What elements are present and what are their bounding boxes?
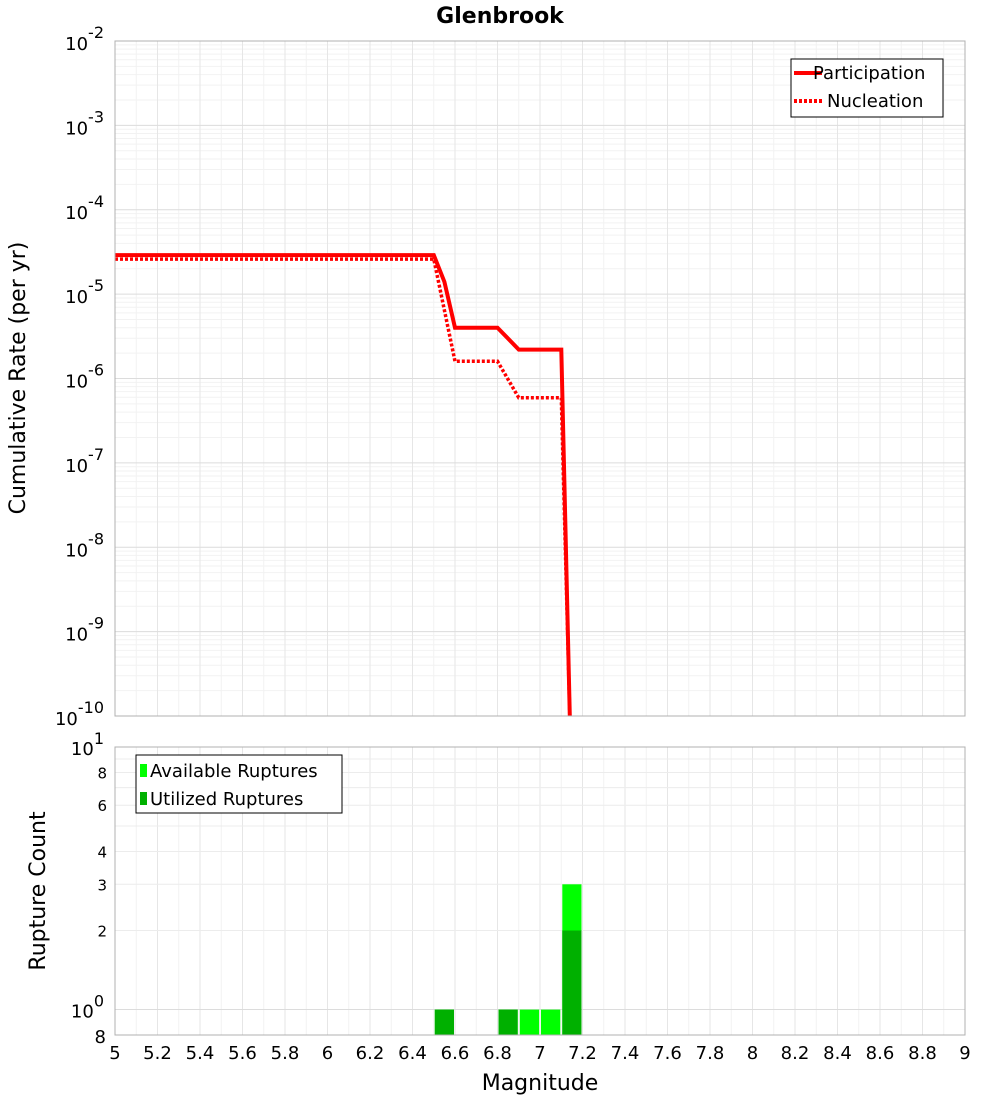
series-line-nucleation — [115, 257, 572, 717]
x-tick-label: 6.6 — [441, 1043, 470, 1064]
top-y-tick-label: 10-9 — [65, 614, 104, 646]
x-tick-label: 8 — [747, 1043, 758, 1064]
x-tick-label: 5.6 — [228, 1043, 257, 1064]
x-tick-label: 7.4 — [611, 1043, 640, 1064]
bottom-y-tick-label: 6 — [97, 797, 107, 815]
top-y-tick-label: 10-4 — [65, 192, 104, 224]
top-plot-frame — [114, 40, 966, 717]
x-tick-label: 7 — [534, 1043, 545, 1064]
top-grid — [114, 40, 966, 717]
x-tick-label: 6.8 — [483, 1043, 512, 1064]
x-tick-label: 7.6 — [653, 1043, 682, 1064]
x-tick-labels: 5 5.2 5.4 5.6 5.8 6 6.2 6.4 6.6 6.8 7 7.2 7.4 7.6 7.8 8… — [109, 1043, 970, 1064]
bottom-bars — [434, 884, 582, 1035]
bottom-y-tick-label: 4 — [97, 843, 107, 861]
x-tick-label: 5.8 — [271, 1043, 300, 1064]
x-tick-label: 6.4 — [398, 1043, 427, 1064]
bottom-y-tick-labels: 8 2 3 4 6 8 100 101 — [71, 729, 107, 1048]
cumulative-rate-panel: 10-10 10-9 10-8 10-7 10-6 10-5 10-4 10-3 10-2 Cu… — [6, 23, 966, 730]
x-tick-label: 9 — [959, 1043, 970, 1064]
x-tick-label: 7.2 — [568, 1043, 597, 1064]
x-tick-label: 6.2 — [356, 1043, 385, 1064]
legend-label-utilized-ruptures: Utilized Ruptures — [150, 789, 303, 810]
x-tick-label: 8.6 — [866, 1043, 895, 1064]
top-y-tick-label: 10-10 — [55, 698, 104, 730]
x-tick-label: 5 — [109, 1043, 120, 1064]
bar-utilized-ruptures — [498, 1009, 518, 1035]
bottom-y-tick-label: 8 — [97, 764, 107, 782]
x-tick-label: 5.4 — [186, 1043, 215, 1064]
bottom-y-power-tick-label: 100 — [71, 992, 104, 1023]
top-y-tick-label: 10-6 — [65, 361, 104, 393]
series-line-participation — [115, 253, 572, 717]
top-y-tick-label: 10-7 — [65, 445, 104, 477]
top-y-axis-label: Cumulative Rate (per yr) — [6, 242, 31, 515]
legend-label-available-ruptures: Available Ruptures — [150, 761, 318, 782]
x-tick-label: 6 — [322, 1043, 333, 1064]
x-tick-label: 7.8 — [696, 1043, 725, 1064]
top-y-tick-label: 10-8 — [65, 529, 104, 561]
legend-swatch-utilized-ruptures — [140, 792, 147, 805]
top-y-tick-label: 10-3 — [65, 107, 104, 139]
x-tick-label: 8.2 — [781, 1043, 810, 1064]
top-y-tick-labels: 10-10 10-9 10-8 10-7 10-6 10-5 10-4 10-3 10-2 — [55, 23, 104, 730]
top-y-tick-label: 10-5 — [65, 276, 104, 308]
top-legend-box — [790, 58, 944, 118]
legend-label-nucleation: Nucleation — [827, 91, 923, 112]
rupture-count-panel: 8 2 3 4 6 8 100 101 5 5.2 5.4 5.6 5.8 6 6.2 6.4 6.6 6.8 7… — [26, 729, 971, 1096]
bottom-legend: Available Ruptures Utilized Ruptures — [135, 754, 343, 814]
x-tick-label: 8.4 — [823, 1043, 852, 1064]
bottom-y-tick-label: 8 — [95, 1027, 106, 1048]
top-y-tick-label: 10-2 — [65, 23, 104, 55]
bottom-y-tick-label: 3 — [97, 876, 107, 894]
top-legend: Participation Nucleation — [790, 58, 944, 118]
bottom-y-power-tick-label: 101 — [71, 729, 104, 760]
bottom-y-tick-label: 2 — [97, 923, 107, 941]
x-tick-label: 5.2 — [143, 1043, 172, 1064]
bar-utilized-ruptures — [562, 930, 582, 1035]
legend-label-participation: Participation — [813, 63, 925, 84]
x-tick-label: 8.8 — [908, 1043, 937, 1064]
legend-swatch-available-ruptures — [140, 764, 147, 777]
bar-available-ruptures — [519, 1009, 540, 1035]
chart-title: Glenbrook — [436, 4, 565, 29]
bar-available-ruptures — [541, 1009, 561, 1035]
bottom-y-axis-label: Rupture Count — [26, 811, 51, 971]
bottom-plot-frame — [114, 746, 966, 1036]
x-axis-label: Magnitude — [482, 1071, 599, 1096]
top-series-lines — [115, 253, 572, 717]
bottom-legend-box — [135, 754, 343, 814]
bar-utilized-ruptures — [434, 1009, 454, 1035]
